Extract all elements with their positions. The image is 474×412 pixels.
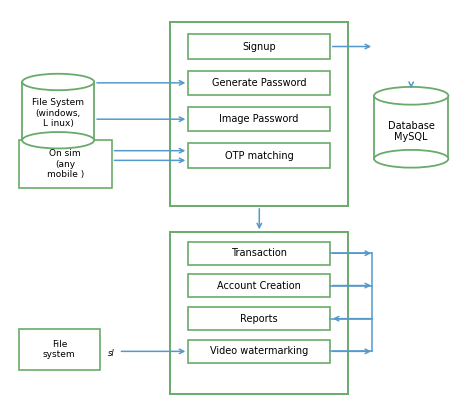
Ellipse shape (374, 87, 448, 105)
FancyBboxPatch shape (188, 107, 330, 131)
Ellipse shape (22, 132, 94, 148)
Text: On sim
(any
mobile ): On sim (any mobile ) (46, 149, 84, 179)
FancyBboxPatch shape (170, 232, 348, 394)
Text: Signup: Signup (242, 42, 276, 52)
Text: Account Creation: Account Creation (217, 281, 301, 290)
FancyBboxPatch shape (374, 96, 448, 159)
FancyBboxPatch shape (188, 340, 330, 363)
FancyBboxPatch shape (170, 22, 348, 206)
FancyBboxPatch shape (188, 143, 330, 168)
FancyBboxPatch shape (18, 140, 111, 188)
FancyBboxPatch shape (188, 307, 330, 330)
FancyBboxPatch shape (188, 274, 330, 297)
Ellipse shape (22, 74, 94, 90)
FancyBboxPatch shape (22, 82, 94, 140)
FancyBboxPatch shape (188, 35, 330, 59)
Text: Database
MySQL: Database MySQL (388, 120, 435, 142)
Text: Image Password: Image Password (219, 114, 299, 124)
Text: File
system: File system (43, 339, 76, 359)
FancyBboxPatch shape (188, 242, 330, 265)
Text: File System
(windows,
L inux): File System (windows, L inux) (32, 98, 84, 128)
Text: Reports: Reports (240, 314, 278, 324)
FancyBboxPatch shape (188, 71, 330, 95)
Text: Generate Password: Generate Password (212, 78, 306, 88)
Text: Transaction: Transaction (231, 248, 287, 258)
FancyBboxPatch shape (18, 329, 100, 370)
Ellipse shape (374, 150, 448, 168)
Text: Video watermarking: Video watermarking (210, 346, 308, 356)
Text: sl: sl (109, 349, 115, 358)
Text: OTP matching: OTP matching (225, 150, 293, 161)
